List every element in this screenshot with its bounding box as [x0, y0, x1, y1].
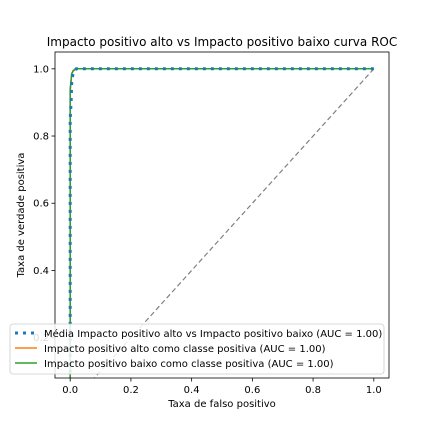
y-tick-label: 0.6	[33, 199, 49, 210]
x-axis-label: Taxa de falso positivo	[167, 399, 276, 410]
legend-box	[9, 323, 385, 375]
mean-roc-curve	[68, 67, 374, 378]
plot-frame	[54, 51, 390, 379]
y-tick-label: 1.0	[33, 64, 49, 75]
legend-label-baixo: Impacto positivo baixo como classe posit…	[44, 359, 334, 370]
x-tick-label: 0.6	[244, 385, 260, 396]
x-tick-label: 0.8	[305, 385, 321, 396]
chart-title: Impacto positivo alto vs Impacto positiv…	[47, 35, 397, 49]
x-tick-label: 0.2	[123, 385, 139, 396]
x-tick-label: 1.0	[366, 385, 382, 396]
y-tick-label: 0.4	[33, 266, 49, 277]
x-axis: 0.0 0.2 0.4 0.6 0.8 1.0	[62, 378, 382, 396]
x-tick-label: 0.4	[184, 385, 200, 396]
legend: Média Impacto positivo alto vs Impacto p…	[9, 323, 385, 375]
y-tick-label: 0.8	[33, 132, 49, 143]
x-tick-label: 0.0	[62, 385, 78, 396]
y-axis-label: Taxa de verdade positiva	[16, 153, 27, 279]
legend-label-alto: Impacto positivo alto como classe positi…	[44, 344, 326, 355]
legend-label-mean: Média Impacto positivo alto vs Impacto p…	[44, 328, 382, 340]
